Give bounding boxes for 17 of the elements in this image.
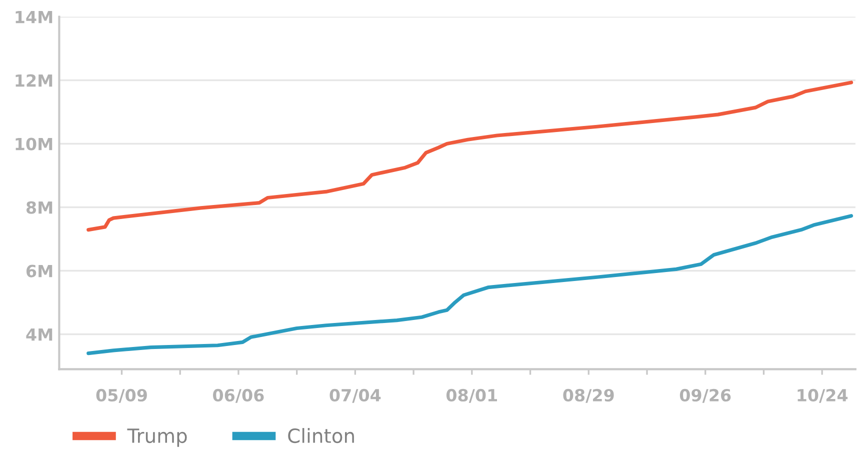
y-tick-label: 8M — [26, 201, 52, 214]
y-tick-label: 6M — [26, 264, 52, 278]
x-tick-label: 06/06 — [213, 388, 264, 403]
x-tick-label: 05/09 — [96, 388, 147, 403]
line-series — [86, 80, 854, 232]
y-tick-label: 14M — [16, 10, 52, 24]
x-tick-label: 10/24 — [798, 388, 848, 403]
y-tick-label: 12M — [16, 74, 52, 87]
x-tick-label: 08/01 — [446, 388, 497, 403]
x-tick-label: 07/04 — [330, 388, 381, 403]
y-tick-label: 10M — [16, 138, 52, 150]
legend-label: Trump — [127, 428, 187, 447]
x-tick-label: 08/29 — [563, 388, 614, 403]
y-tick-label: 4M — [26, 328, 52, 341]
line-series — [86, 214, 854, 356]
x-tick-label: 09/26 — [680, 388, 731, 403]
legend-label: Clinton — [288, 428, 354, 444]
